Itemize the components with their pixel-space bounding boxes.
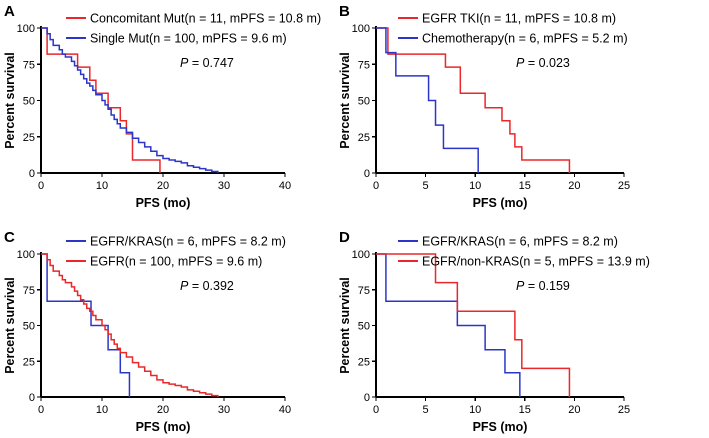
panel-a-xtick-label: 0 bbox=[38, 180, 44, 192]
panel-c-xtick-label: 0 bbox=[38, 404, 44, 416]
panel-b-xtick-label: 20 bbox=[568, 180, 580, 192]
panel-c-legend-label-2: EGFR(n = 100, mPFS = 9.6 m) bbox=[90, 255, 262, 269]
panel-c-ytick-label: 0 bbox=[29, 392, 35, 404]
panel-a-ytick-label: 0 bbox=[29, 168, 35, 180]
panel-a-legend-label-2: Single Mut(n = 100, mPFS = 9.6 m) bbox=[90, 32, 287, 46]
panel-d-xtick-label: 15 bbox=[519, 404, 531, 416]
panel-b-ytick-label: 0 bbox=[364, 168, 370, 180]
panel-c-p-symbol: P bbox=[180, 279, 189, 293]
panel-b-letter: B bbox=[339, 3, 350, 20]
panel-c-y-label: Percent survival bbox=[3, 277, 17, 374]
panel-b-legend-label-1: EGFR TKI(n = 11, mPFS = 10.8 m) bbox=[422, 12, 616, 26]
panel-d-ytick-label: 100 bbox=[352, 249, 370, 261]
panel-a-p-symbol: P bbox=[180, 56, 189, 70]
panel-c: C 0 25 50 75 100 0 10 20 30 40 PFS (mo) Percent surv… bbox=[3, 229, 291, 434]
panel-c-ytick-label: 50 bbox=[23, 321, 35, 333]
panel-a-xtick-label: 30 bbox=[218, 180, 230, 192]
panel-c-p-number: = 0.392 bbox=[188, 279, 234, 293]
panel-b-ytick-label: 50 bbox=[358, 96, 370, 108]
panel-b-xtick-label: 10 bbox=[469, 180, 481, 192]
panel-c-ytick-label: 100 bbox=[17, 249, 35, 261]
panel-d-series-1-curve bbox=[376, 253, 521, 397]
panel-c-xtick-label: 10 bbox=[96, 404, 108, 416]
panel-a-x-label: PFS (mo) bbox=[136, 196, 191, 210]
panel-d-p-number: = 0.159 bbox=[524, 279, 570, 293]
panel-c-ytick-label: 75 bbox=[23, 285, 35, 297]
panel-b-series-1-curve bbox=[376, 27, 571, 173]
panel-d-x-label: PFS (mo) bbox=[473, 420, 528, 434]
panel-b-legend-label-2: Chemotherapy(n = 6, mPFS = 5.2 m) bbox=[422, 32, 628, 46]
panel-d-xtick-label: 25 bbox=[618, 404, 630, 416]
panel-b-series-2-curve bbox=[376, 27, 479, 173]
panel-a-series-1-curve bbox=[41, 27, 161, 173]
panel-d-y-label: Percent survival bbox=[338, 277, 352, 374]
panel-c-p-value: P = 0.392 bbox=[180, 279, 234, 293]
panel-a-p-value: P = 0.747 bbox=[180, 56, 234, 70]
panel-b: B 0 25 50 75 100 0 5 10 15 20 25 PFS (mo) Percent sur… bbox=[338, 3, 630, 210]
panel-b-p-value: P = 0.023 bbox=[516, 56, 570, 70]
panel-c-xtick-label: 40 bbox=[279, 404, 291, 416]
panel-d-ytick-label: 75 bbox=[358, 285, 370, 297]
panel-d-ytick-label: 50 bbox=[358, 321, 370, 333]
panel-d-p-symbol: P bbox=[516, 279, 525, 293]
panel-c-letter: C bbox=[4, 229, 15, 246]
panel-b-x-label: PFS (mo) bbox=[473, 196, 528, 210]
panel-d-xtick-label: 20 bbox=[568, 404, 580, 416]
panel-a-letter: A bbox=[4, 3, 15, 20]
panel-a-ytick-label: 25 bbox=[23, 132, 35, 144]
panel-b-p-symbol: P bbox=[516, 56, 525, 70]
panel-c-x-label: PFS (mo) bbox=[136, 420, 191, 434]
panel-b-p-number: = 0.023 bbox=[524, 56, 570, 70]
panel-d-ytick-label: 25 bbox=[358, 356, 370, 368]
panel-b-xtick-label: 5 bbox=[423, 180, 429, 192]
panel-b-y-label: Percent survival bbox=[338, 52, 352, 149]
panel-d-xtick-label: 5 bbox=[423, 404, 429, 416]
panel-b-xtick-label: 0 bbox=[373, 180, 379, 192]
panel-d-series-2-curve bbox=[376, 253, 571, 397]
panel-a-ytick-label: 50 bbox=[23, 96, 35, 108]
panel-a-xtick-label: 40 bbox=[279, 180, 291, 192]
panel-b-ytick-label: 100 bbox=[352, 23, 370, 35]
panel-a-ytick-label: 100 bbox=[17, 23, 35, 35]
panel-a: A 0 25 50 75 100 0 10 20 30 40 PFS (mo) Percent surv… bbox=[3, 3, 321, 210]
panel-c-ytick-label: 25 bbox=[23, 356, 35, 368]
panel-a-p-number: = 0.747 bbox=[188, 56, 234, 70]
panel-c-xtick-label: 20 bbox=[157, 404, 169, 416]
panel-a-series-2-curve bbox=[41, 27, 219, 173]
panel-d-xtick-label: 10 bbox=[469, 404, 481, 416]
panel-d-p-value: P = 0.159 bbox=[516, 279, 570, 293]
panel-c-series-1-curve bbox=[41, 253, 131, 397]
panel-b-ytick-label: 75 bbox=[358, 59, 370, 71]
panel-d-legend-label-2: EGFR/non-KRAS(n = 5, mPFS = 13.9 m) bbox=[422, 255, 650, 269]
panel-a-xtick-label: 10 bbox=[96, 180, 108, 192]
panel-c-xtick-label: 30 bbox=[218, 404, 230, 416]
panel-d-letter: D bbox=[339, 229, 350, 246]
panel-b-ytick-label: 25 bbox=[358, 132, 370, 144]
panel-d-ytick-label: 0 bbox=[364, 392, 370, 404]
panel-b-xtick-label: 15 bbox=[519, 180, 531, 192]
panel-c-legend-label-1: EGFR/KRAS(n = 6, mPFS = 8.2 m) bbox=[90, 235, 286, 249]
panel-d-legend-label-1: EGFR/KRAS(n = 6, mPFS = 8.2 m) bbox=[422, 235, 618, 249]
panel-a-xtick-label: 20 bbox=[157, 180, 169, 192]
panel-a-y-label: Percent survival bbox=[3, 52, 17, 149]
panel-a-legend-label-1: Concomitant Mut(n = 11, mPFS = 10.8 m) bbox=[90, 12, 321, 26]
panel-b-xtick-label: 25 bbox=[618, 180, 630, 192]
panel-c-series-2-curve bbox=[41, 253, 219, 397]
panel-a-ytick-label: 75 bbox=[23, 59, 35, 71]
panel-d-xtick-label: 0 bbox=[373, 404, 379, 416]
panel-d: D 0 25 50 75 100 0 5 10 15 20 25 PFS (mo) Percent sur… bbox=[338, 229, 650, 434]
